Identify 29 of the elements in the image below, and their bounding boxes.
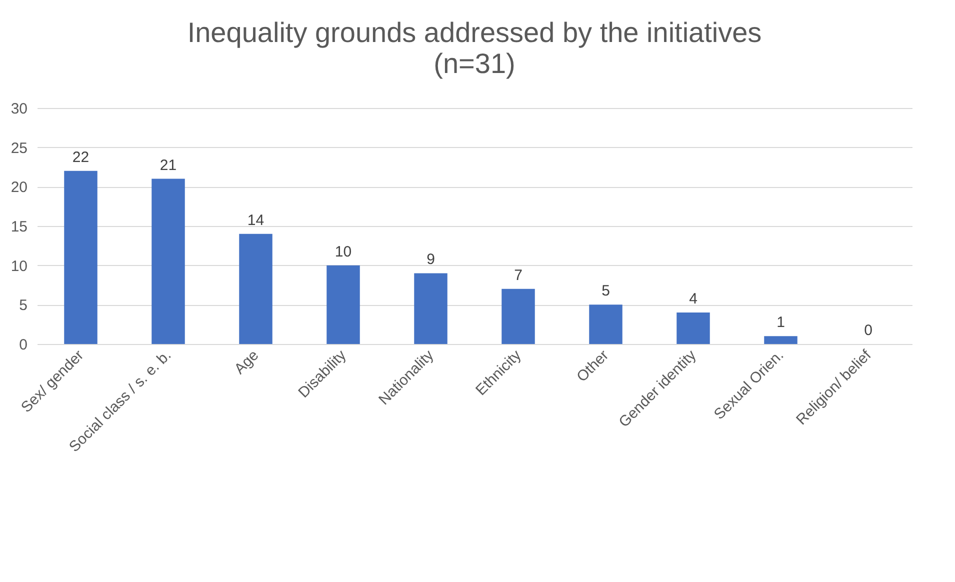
bar (239, 234, 272, 344)
bar (326, 265, 360, 344)
bar (414, 273, 448, 344)
y-tick-label: 25 (10, 140, 28, 157)
y-tick-label: 20 (10, 179, 28, 196)
bar (64, 170, 98, 344)
bar (589, 304, 622, 344)
x-tick-label: Age (231, 346, 262, 378)
data-label: 22 (72, 148, 90, 166)
data-label: 4 (689, 290, 698, 308)
data-label: 9 (426, 251, 435, 268)
data-label: 0 (864, 322, 872, 339)
bar (676, 312, 710, 344)
bar (502, 288, 535, 344)
y-tick-label: 15 (10, 218, 28, 236)
chart-subtitle: (n=31) (434, 48, 516, 79)
chart-title: Inequality grounds addressed by the initiatives (187, 17, 762, 48)
y-tick-label: 0 (19, 336, 28, 354)
data-label: 21 (160, 156, 177, 174)
bar (152, 178, 185, 344)
bar (764, 336, 798, 344)
data-label: 14 (247, 212, 264, 229)
y-tick-label: 10 (10, 258, 28, 275)
data-label: 5 (602, 282, 610, 300)
y-tick-label: 30 (10, 100, 28, 118)
y-tick-label: 5 (19, 297, 28, 314)
data-label: 7 (514, 266, 522, 284)
data-label: 1 (776, 314, 785, 332)
data-label: 10 (334, 243, 352, 260)
